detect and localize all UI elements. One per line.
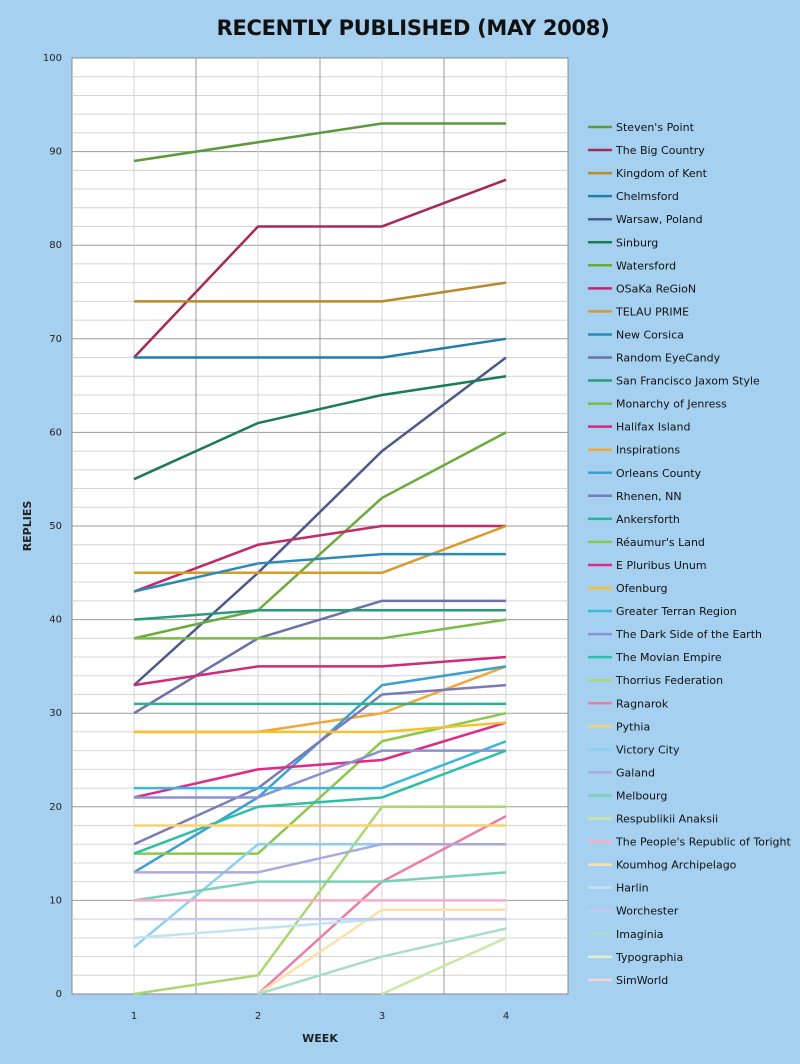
legend-entry: Melbourg: [616, 789, 667, 802]
legend-entry: Rhenen, NN: [616, 490, 682, 503]
legend-entry: Worchester: [616, 905, 679, 918]
legend-entry: Victory City: [616, 743, 680, 756]
y-tick-label: 30: [49, 708, 62, 719]
y-tick-label: 40: [49, 615, 62, 626]
legend: Steven's Point The Big Country Kingdom of …: [588, 121, 791, 987]
y-tick-label: 10: [49, 895, 62, 906]
y-tick-label: 100: [43, 53, 62, 64]
y-axis-label: REPLIES: [21, 501, 34, 552]
series-line: [133, 608, 506, 621]
x-tick-label: 3: [379, 1011, 385, 1022]
series-line: [134, 524, 507, 575]
series-line: [133, 871, 507, 902]
series-line: [133, 356, 507, 687]
legend-entry: Imaginia: [616, 928, 664, 941]
legend-entry: Galand: [616, 766, 655, 779]
series-line: [134, 337, 507, 359]
legend-entry: Warsaw, Poland: [616, 213, 703, 226]
series-line: [381, 936, 507, 996]
series-line: [134, 281, 507, 303]
legend-entry: Typographia: [615, 951, 683, 964]
legend-entry: Monarchy of Jenress: [616, 398, 727, 411]
legend-entry: Kingdom of Kent: [616, 167, 708, 180]
legend-entry: OSaKa ReGioN: [616, 282, 696, 295]
legend-entry: Orleans County: [616, 467, 702, 480]
y-tick-label: 0: [56, 989, 62, 1000]
legend-entry: Inspirations: [616, 444, 680, 457]
legend-entry: The Dark Side of the Earth: [615, 628, 762, 641]
legend-entry: The Movian Empire: [615, 651, 722, 664]
legend-entry: Sinburg: [616, 236, 658, 249]
series-line: [134, 749, 506, 799]
series-line: [134, 740, 507, 790]
series-line: [133, 552, 506, 593]
series-line: [134, 618, 507, 640]
series-line: [257, 908, 506, 996]
legend-entry: Harlin: [616, 882, 649, 895]
series-line: [133, 375, 507, 481]
legend-entry: Thorrius Federation: [615, 674, 723, 687]
legend-entry: SimWorld: [616, 974, 668, 987]
legend-entry: Réaumur's Land: [616, 536, 705, 549]
legend-entry: Greater Terran Region: [616, 605, 737, 618]
series-line: [133, 805, 506, 996]
legend-entry: Koumhog Archipelago: [616, 859, 737, 872]
legend-entry: New Corsica: [616, 328, 684, 341]
series-line: [134, 842, 506, 874]
legend-entry: Random EyeCandy: [616, 352, 721, 365]
y-tick-label: 70: [49, 334, 62, 345]
legend-entry: Halifax Island: [616, 421, 690, 434]
series-line: [133, 524, 506, 593]
series-line: [133, 655, 507, 687]
legend-entry: Ragnarok: [616, 697, 669, 710]
y-tick-label: 90: [49, 147, 62, 158]
legend-entry: The People's Republic of Toright: [615, 836, 791, 849]
legend-entry: Pythia: [616, 720, 650, 733]
series-line: [134, 721, 507, 734]
legend-entry: E Pluribus Unum: [616, 559, 707, 572]
chart-title: RECENTLY PUBLISHED (MAY 2008): [216, 16, 610, 40]
series-line: [133, 683, 507, 846]
legend-entry: Respublikii Anaksii: [616, 813, 718, 826]
y-tick-label: 60: [49, 427, 62, 438]
x-axis: 1 2 3 4: [131, 1011, 509, 1022]
x-tick-label: 1: [131, 1011, 137, 1022]
legend-entry: Watersford: [616, 259, 676, 272]
series-group: [133, 122, 507, 996]
legend-entry: Ankersforth: [616, 513, 680, 526]
x-tick-label: 2: [255, 1011, 261, 1022]
x-tick-label: 4: [503, 1011, 509, 1022]
legend-entry: Steven's Point: [616, 121, 695, 134]
series-line: [133, 431, 507, 640]
legend-entry: Ofenburg: [616, 582, 668, 595]
x-axis-label: WEEK: [302, 1032, 338, 1045]
y-tick-label: 80: [49, 240, 62, 251]
series-line: [133, 122, 506, 163]
series-line: [133, 749, 507, 855]
legend-entry: The Big Country: [615, 144, 705, 157]
legend-entry: San Francisco Jaxom Style: [616, 375, 760, 388]
series-line: [133, 178, 507, 359]
y-tick-label: 20: [49, 802, 62, 813]
y-tick-label: 50: [49, 521, 62, 532]
legend-entry: TELAU PRIME: [615, 305, 689, 318]
series-line: [257, 927, 507, 996]
y-axis: 0 10 20 30 40 50 60 70 80 90 100: [43, 53, 62, 1000]
legend-entry: Chelmsford: [616, 190, 679, 203]
series-line: [133, 721, 507, 799]
